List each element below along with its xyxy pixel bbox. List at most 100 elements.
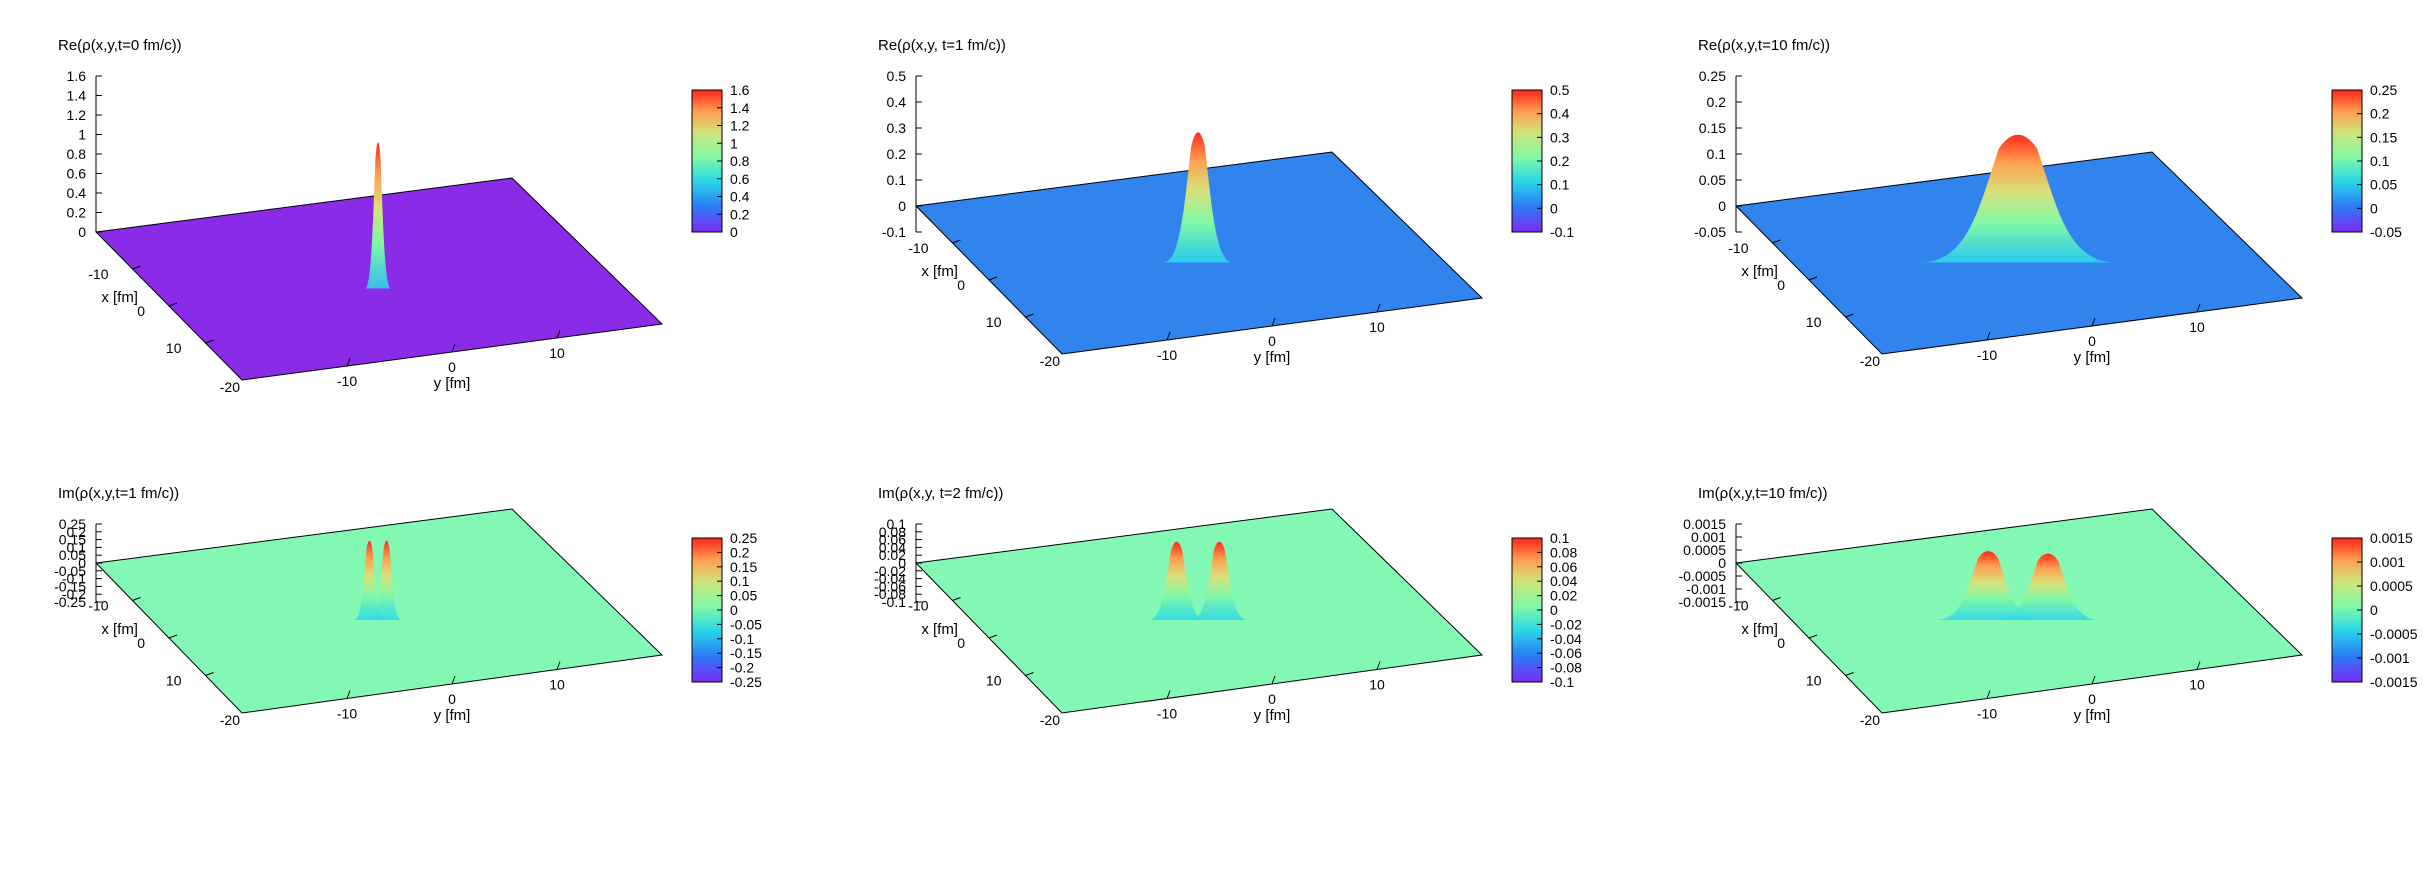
x-tick: [205, 672, 214, 676]
x-tick-label: 10: [986, 314, 1002, 330]
z-tick-label: 0.0015: [1683, 516, 1726, 532]
z-tick-label: 0.25: [1699, 68, 1726, 84]
colorbar-tick-label: -0.001: [2370, 650, 2410, 666]
y-axis-label: y [fm]: [2074, 349, 2111, 366]
y-tick-label: -10: [337, 706, 357, 722]
z-tick-label: -0.1: [882, 594, 906, 610]
surface-peak: [365, 142, 391, 289]
x-tick-label: 10: [166, 673, 182, 689]
y-tick: [1271, 317, 1276, 327]
colorbar-tick-label: -0.1: [1550, 674, 1574, 690]
colorbar-tick-label: 0.05: [730, 588, 757, 604]
y-tick: [2091, 675, 2096, 685]
z-tick-label: 0.3: [887, 120, 907, 136]
x-tick-label: -20: [1040, 712, 1060, 728]
z-tick-label: -0.0015: [1679, 594, 1727, 610]
z-tick-label: -0.001: [1686, 581, 1726, 597]
y-tick: [2196, 661, 2201, 670]
x-tick-label: 10: [1806, 673, 1822, 689]
y-tick: [2091, 317, 2096, 327]
z-tick-label: 0.2: [67, 205, 87, 221]
y-tick: [1986, 690, 1991, 699]
x-axis-label: x [fm]: [101, 289, 138, 306]
y-tick-label: -10: [1157, 347, 1177, 363]
y-axis-label: y [fm]: [1254, 349, 1291, 366]
y-tick-label: 10: [1369, 319, 1385, 335]
surface-panel: Im(ρ(x,y, t=2 fm/c))-0.1-0.08-0.06-0.04-…: [874, 485, 1582, 728]
surface-peak: [1148, 541, 1205, 620]
z-tick-label: 0.06: [879, 532, 906, 548]
x-axis-label: x [fm]: [921, 621, 958, 638]
x-tick-label: -10: [1728, 598, 1748, 614]
y-tick: [1271, 675, 1276, 685]
colorbar-tick-label: 0.2: [1550, 153, 1570, 169]
surface-peak: [1191, 541, 1248, 620]
z-tick-label: -0.05: [1694, 224, 1726, 240]
x-tick: [132, 265, 141, 270]
z-tick-label: 0.25: [59, 516, 86, 532]
z-tick-label: 0.4: [67, 185, 87, 201]
z-tick-label: 0.1: [887, 172, 907, 188]
z-tick-label: -0.25: [54, 594, 86, 610]
colorbar-tick-label: -0.25: [730, 674, 762, 690]
x-tick: [988, 276, 998, 281]
y-tick-label: 0: [2088, 691, 2096, 707]
colorbar-tick-label: 0.4: [1550, 106, 1570, 122]
y-axis-label: y [fm]: [2074, 707, 2111, 724]
x-tick: [1772, 597, 1781, 601]
x-tick: [1025, 313, 1034, 318]
x-tick: [132, 597, 141, 601]
z-tick-label: 0.02: [879, 547, 906, 563]
colorbar-tick-label: 0.6: [730, 171, 750, 187]
surface-peak: [1163, 132, 1233, 263]
z-tick-label: 0.1: [67, 539, 87, 555]
colorbar-tick-label: 1.4: [730, 100, 750, 116]
colorbar-tick-label: 0.2: [2370, 106, 2390, 122]
z-tick-label: 0.08: [879, 524, 906, 540]
y-tick-label: 10: [2189, 677, 2205, 693]
colorbar-tick-label: 0.1: [730, 573, 750, 589]
x-tick-label: -10: [908, 240, 928, 256]
colorbar-tick-label: 0.1: [1550, 530, 1570, 546]
y-tick: [346, 690, 351, 699]
surface-panel: Re(ρ(x,y,t=10 fm/c)) -0.05 0 0.05 0.1 0.15 0.2…: [1694, 37, 2402, 369]
y-tick: [556, 329, 561, 339]
x-tick: [168, 302, 178, 307]
colorbar-tick-label: 0.04: [1550, 573, 1577, 589]
z-tick-label: 0.05: [59, 547, 86, 563]
surface-panel: Im(ρ(x,y,t=1 fm/c))-0.25-0.2-0.15-0.1-0.…: [54, 485, 762, 728]
x-tick-label: 10: [986, 673, 1002, 689]
z-tick-label: 0: [78, 224, 86, 240]
chart-title: Im(ρ(x,y,t=10 fm/c)): [1698, 485, 1828, 502]
x-tick: [168, 634, 178, 639]
colorbar-tick-label: -0.08: [1550, 660, 1582, 676]
z-tick-label: -0.05: [54, 563, 86, 579]
colorbar-tick-label: 0.8: [730, 153, 750, 169]
y-tick-label: 0: [1268, 333, 1276, 349]
z-tick-label: 0: [78, 555, 86, 571]
surface-panel: Re(ρ(x,y, t=1 fm/c)) -0.1 0 0.1 0.2 0.3 0.4 0.5…: [878, 37, 1574, 369]
x-tick: [952, 239, 961, 244]
x-tick-label: 0: [1777, 277, 1785, 293]
z-tick-label: 0: [1718, 555, 1726, 571]
z-tick-label: -0.1: [882, 224, 906, 240]
colorbar-tick-label: 0.06: [1550, 559, 1577, 575]
y-tick: [1166, 690, 1171, 699]
y-tick-label: 10: [549, 677, 565, 693]
colorbar-tick-label: -0.04: [1550, 631, 1582, 647]
x-tick-label: 10: [1806, 314, 1822, 330]
colorbar-tick-label: -0.0005: [2370, 626, 2418, 642]
x-tick: [1808, 634, 1818, 639]
z-tick-label: 0: [898, 555, 906, 571]
x-tick-label: -10: [908, 598, 928, 614]
z-tick-label: -0.02: [874, 563, 906, 579]
x-tick-label: 0: [137, 303, 145, 319]
y-tick-label: 0: [2088, 333, 2096, 349]
y-tick-label: 10: [2189, 319, 2205, 335]
x-tick: [1808, 276, 1818, 281]
x-tick-label: 0: [1777, 635, 1785, 651]
z-tick-label: 0.1: [887, 516, 907, 532]
z-tick-label: 1.4: [67, 88, 87, 104]
x-tick-label: -20: [220, 712, 240, 728]
